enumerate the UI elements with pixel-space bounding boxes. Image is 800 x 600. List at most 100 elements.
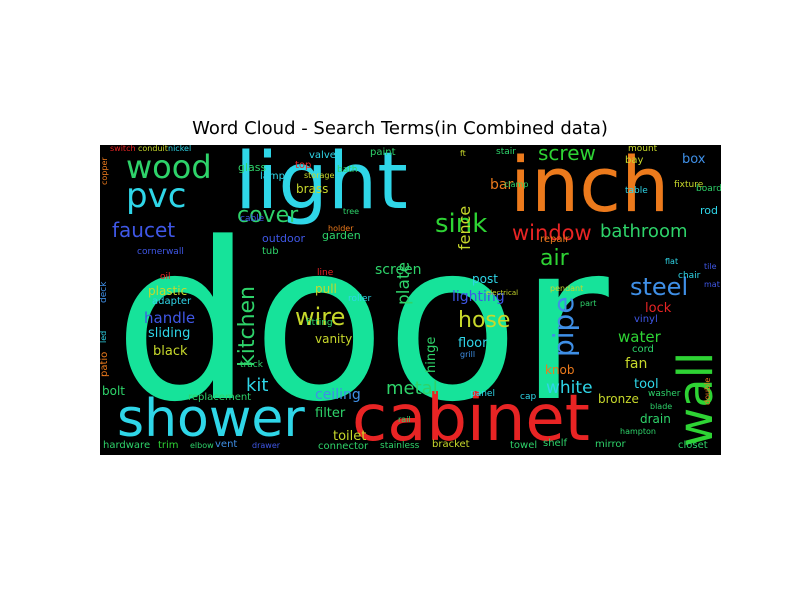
word-screw: screw	[538, 145, 596, 165]
word-wire: wire	[295, 303, 346, 331]
word-air: air	[540, 246, 569, 271]
word-vanity: vanity	[315, 332, 353, 346]
word-board: board	[696, 184, 721, 194]
word-conduit: conduit	[138, 145, 168, 153]
word-rail: rail	[398, 415, 411, 424]
word-drain: drain	[640, 412, 671, 426]
word-holder: holder	[328, 224, 354, 233]
word-oil: oil	[160, 272, 171, 282]
word-sliding: sliding	[148, 326, 191, 341]
word-water: water	[618, 328, 661, 346]
word-deck: deck	[100, 281, 109, 303]
word-steel: steel	[630, 273, 689, 301]
word-cover: cover	[237, 203, 299, 228]
word-towel: towel	[510, 440, 538, 451]
word-led: led	[100, 330, 108, 343]
word-pvc: pvc	[126, 176, 187, 216]
word-hampton: hampton	[620, 427, 656, 436]
word-sink: sink	[435, 209, 488, 239]
word-ceiling: ceiling	[315, 387, 361, 403]
word-inch: inch	[510, 145, 670, 229]
word-door: door	[114, 197, 609, 450]
word-brass: brass	[296, 182, 329, 196]
word-clamp: clamp	[504, 180, 529, 189]
word-fixture: fixture	[674, 180, 704, 190]
word-glass: glass	[238, 161, 267, 174]
word-tool: tool	[634, 377, 659, 392]
word-blade: blade	[650, 402, 673, 411]
word-garden: garden	[322, 229, 361, 242]
word-tub: tub	[262, 246, 279, 257]
word-double: double	[703, 377, 712, 405]
word-lock: lock	[645, 301, 672, 316]
word-washer: washer	[648, 389, 681, 399]
word-mat: mat	[704, 280, 720, 289]
word-tile: tile	[704, 262, 717, 271]
word-grill: grill	[460, 350, 476, 359]
word-tree: tree	[343, 207, 360, 216]
word-fence: fence	[455, 205, 474, 250]
word-connector: connector	[318, 441, 369, 452]
word-cornerwall: cornerwall	[137, 247, 184, 257]
word-fitting: fitting	[306, 318, 333, 328]
word-nickel: nickel	[168, 145, 192, 153]
word-bolt: bolt	[102, 384, 125, 398]
chart-title: Word Cloud - Search Terms(in Combined da…	[192, 118, 608, 139]
word-window: window	[512, 221, 592, 245]
word-light: light	[235, 145, 408, 227]
word-handle: handle	[144, 309, 196, 327]
word-vinyl: vinyl	[634, 314, 658, 325]
word-metal: metal	[386, 378, 438, 399]
word-copper: copper	[100, 157, 109, 185]
word-patio: patio	[100, 351, 110, 377]
word-bathroom: bathroom	[600, 221, 688, 242]
word-post: post	[472, 272, 498, 286]
word-bay: bay	[625, 155, 644, 166]
word-cabinet: cabinet	[352, 382, 590, 455]
word-lamp: lamp	[260, 171, 285, 182]
word-floor: floor	[458, 336, 488, 351]
word-elbow: elbow	[190, 441, 214, 450]
word-flat: flat	[665, 257, 679, 266]
word-repair: repair	[540, 234, 570, 245]
word-adapter: adapter	[152, 296, 192, 307]
word-hose: hose	[458, 308, 511, 333]
word-outdoor: outdoor	[262, 232, 305, 245]
word-storage: storage	[304, 171, 335, 180]
word-drawer: drawer	[252, 441, 281, 450]
word-chair: chair	[678, 271, 701, 281]
word-faucet: faucet	[112, 218, 176, 242]
word-hardware: hardware	[103, 440, 151, 451]
word-filter: filter	[315, 406, 346, 421]
word-rod: rod	[700, 204, 718, 217]
word-box: box	[682, 152, 706, 167]
word-bracket: bracket	[432, 439, 470, 450]
word-electrical: electrical	[486, 289, 519, 297]
word-stainless: stainless	[380, 441, 420, 451]
word-pull: pull	[315, 282, 337, 296]
word-part: part	[580, 299, 597, 308]
word-white: white	[546, 378, 593, 398]
word-shower: shower	[117, 389, 305, 449]
word-wall: wall	[668, 351, 721, 447]
word-lighting: lighting	[452, 289, 505, 305]
word-roller: roller	[348, 294, 372, 304]
word-switch: switch	[110, 145, 136, 153]
word-closet: closet	[678, 440, 708, 451]
word-track: track	[240, 360, 263, 370]
word-line: line	[317, 268, 334, 278]
word-vent: vent	[215, 439, 238, 450]
word-stair: stair	[496, 147, 516, 157]
word-cap: cap	[520, 392, 537, 402]
word-pipe: pipe	[547, 296, 580, 357]
word-bronze: bronze	[598, 392, 639, 406]
word-plastic: plastic	[148, 284, 188, 298]
word-kit: kit	[246, 375, 269, 396]
word-mount: mount	[628, 145, 658, 154]
word-mirror: mirror	[595, 439, 626, 450]
word-black: black	[153, 344, 188, 359]
word-hinge: hinge	[424, 336, 439, 373]
word-cable: cable	[240, 214, 265, 224]
word-shelf: shelf	[543, 438, 567, 449]
word-cloud: door light inch cabinet shower wall wood…	[100, 145, 721, 455]
